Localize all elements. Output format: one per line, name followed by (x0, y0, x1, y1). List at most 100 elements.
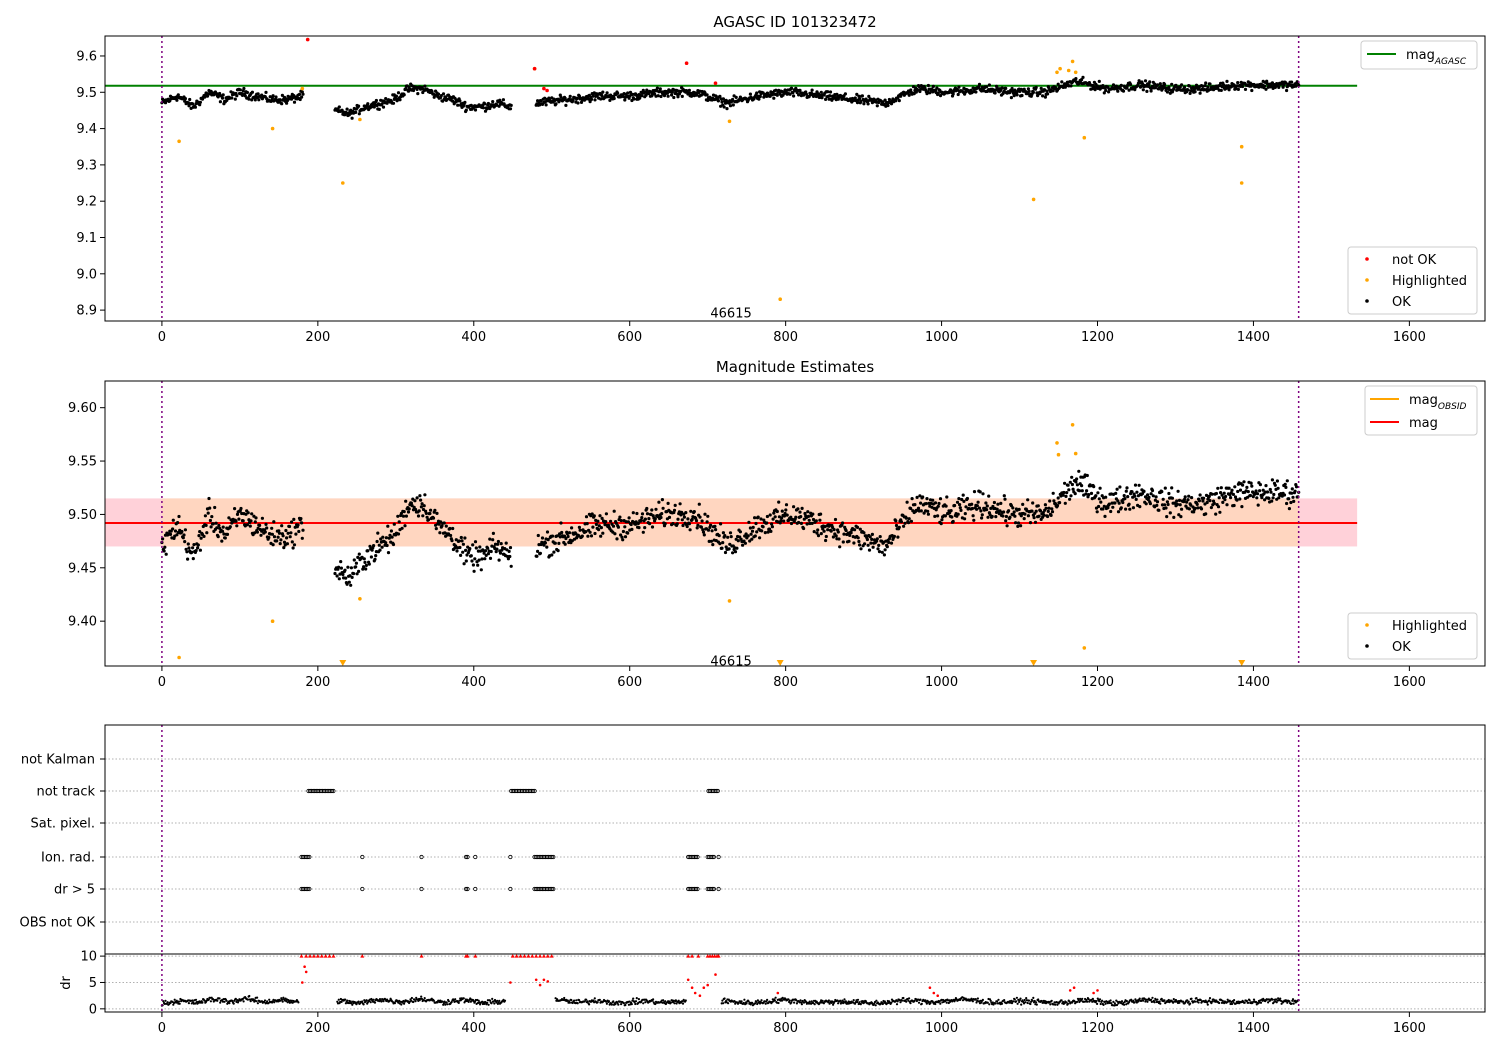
ok-point (765, 1000, 768, 1003)
ok-point (1110, 1002, 1113, 1005)
ok-point (300, 95, 304, 99)
ok-point (270, 526, 274, 530)
ok-point (616, 91, 620, 95)
ok-point (407, 507, 411, 511)
agasc-panel: 0 200 400 600 800 1000 1200 1400 1600 8.99.09.19… (76, 13, 1486, 345)
ok-point (1125, 486, 1129, 490)
ok-point (681, 1000, 684, 1003)
ok-point (421, 514, 425, 518)
ok-point (1163, 82, 1167, 87)
dr-axis-label: dr (59, 976, 74, 990)
ok-point (279, 538, 283, 542)
ok-point (486, 546, 490, 550)
ok-point (264, 522, 268, 527)
ok-point (1016, 1002, 1019, 1005)
ok-point (337, 105, 341, 109)
ok-point (785, 513, 789, 517)
ok-point (723, 997, 726, 1000)
ok-point (899, 94, 903, 98)
ok-point (755, 1000, 758, 1004)
ok-point (813, 1003, 816, 1006)
ok-point (1155, 500, 1160, 504)
ok-point (970, 502, 974, 506)
x-tick-label: 0 (158, 330, 166, 345)
ok-point (559, 521, 563, 525)
ok-point (400, 1003, 403, 1006)
ok-point (350, 575, 354, 580)
ok-point (438, 531, 442, 535)
ok-point (225, 532, 230, 537)
ok-point (1045, 89, 1049, 93)
x-tick-label: 1600 (1393, 1021, 1426, 1036)
ok-point (917, 1001, 921, 1004)
ok-point (664, 1000, 667, 1003)
ok-point (985, 85, 989, 89)
ok-point (1243, 87, 1248, 91)
ok-point (1008, 515, 1012, 519)
ok-point (1159, 1002, 1162, 1005)
ok-point (286, 94, 290, 98)
ok-point (789, 515, 793, 519)
ok-point (278, 98, 282, 102)
ok-point (599, 534, 603, 538)
ok-point (689, 509, 693, 513)
ok-point (1146, 1000, 1149, 1003)
ok-point (1024, 1001, 1027, 1004)
ok-point (1273, 483, 1277, 487)
ok-point (1012, 510, 1016, 514)
ok-point (340, 1000, 343, 1004)
flag-point (551, 854, 556, 860)
x-tick-label: 800 (773, 1021, 798, 1036)
ok-point (977, 82, 982, 86)
ok-point (855, 101, 860, 105)
ok-point (831, 535, 836, 539)
ok-point (962, 499, 966, 503)
ok-point (1039, 86, 1043, 90)
ok-point (292, 543, 297, 547)
flag-point (711, 854, 717, 860)
ok-point (777, 1001, 780, 1005)
ok-point (177, 514, 181, 519)
ok-point (1012, 94, 1016, 98)
ok-point (844, 1000, 848, 1003)
ok-point (959, 508, 963, 512)
ok-point (944, 504, 948, 508)
ok-point (1023, 998, 1026, 1002)
ok-point (1183, 495, 1187, 499)
ok-point (1256, 503, 1260, 507)
ok-point (777, 500, 781, 504)
ok-point (1096, 1002, 1099, 1006)
ok-point (1029, 1002, 1032, 1006)
ok-point (1168, 511, 1172, 515)
ok-point (1096, 491, 1100, 495)
ok-point (1076, 1000, 1079, 1003)
ok-point (361, 567, 365, 571)
magnitude-estimates-panel: 0 200 400 600 800 1000 1200 1400 1600 9.409.459.… (68, 358, 1486, 690)
ok-point (472, 569, 476, 573)
ok-point (1204, 512, 1208, 516)
ok-point (1219, 486, 1223, 490)
magnitude-panel-title: Magnitude Estimates (716, 358, 874, 376)
highlighted-legend-marker (1365, 278, 1369, 282)
ok-point (363, 999, 366, 1002)
ok-point (753, 516, 757, 520)
ok-point (369, 1001, 372, 1004)
ok-point (1276, 486, 1280, 490)
ok-point (457, 539, 461, 543)
ok-point (976, 997, 980, 1000)
ok-point (679, 513, 683, 517)
ok-point (1107, 90, 1111, 94)
ok-point (253, 98, 257, 102)
ok-point (234, 519, 238, 523)
ok-point (396, 532, 401, 536)
dr-not-ok-point (936, 994, 939, 997)
ok-point (577, 525, 582, 530)
ok-point (412, 1000, 415, 1004)
highlighted-legend-label: Highlighted (1392, 619, 1467, 634)
ok-point (182, 533, 186, 537)
ok-point (636, 521, 640, 526)
ok-point (596, 1001, 599, 1004)
flag-point (549, 854, 554, 860)
ok-point (245, 90, 249, 95)
ok-point (378, 998, 382, 1001)
